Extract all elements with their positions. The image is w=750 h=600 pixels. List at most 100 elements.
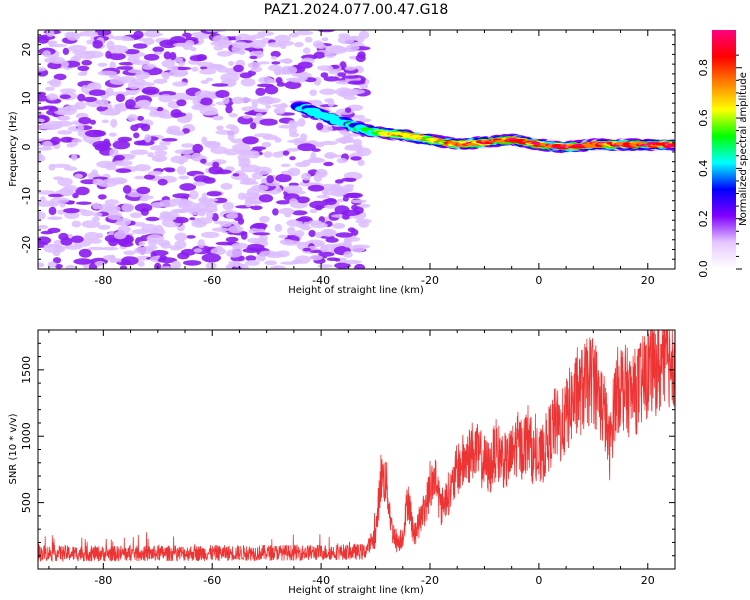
noise-blob (127, 114, 138, 122)
noise-blob (226, 249, 243, 258)
noise-blob (253, 108, 269, 113)
noise-blob (179, 183, 197, 191)
colorbar-tick-label: 0.0 (697, 260, 710, 278)
y-tick-label: 1000 (20, 422, 33, 450)
noise-blob (256, 83, 274, 88)
colorbar-label: Normalized spectral amplitude (738, 72, 749, 226)
noise-blob (282, 58, 293, 64)
noise-blob (261, 177, 268, 184)
noise-blob (122, 185, 132, 194)
noise-blob (280, 43, 287, 50)
noise-blob (280, 261, 299, 265)
noise-blob (53, 73, 67, 81)
noise-blob (133, 247, 153, 255)
noise-blob (89, 119, 96, 125)
x-tick-label: 0 (535, 274, 542, 287)
noise-blob (151, 154, 168, 162)
noise-blob (67, 45, 87, 52)
noise-blob (325, 237, 339, 243)
noise-blob (334, 258, 341, 262)
noise-blob (153, 78, 168, 84)
noise-blob (282, 150, 290, 156)
noise-blob (156, 106, 164, 112)
noise-blob (281, 66, 288, 75)
x-tick-label: -40 (312, 574, 330, 587)
noise-blob (72, 192, 79, 199)
noise-blob (345, 192, 363, 199)
noise-blob (274, 223, 283, 232)
noise-blob (265, 104, 272, 109)
noise-blob (259, 215, 270, 223)
noise-blob (115, 168, 132, 173)
noise-blob (288, 33, 299, 38)
noise-blob (173, 208, 185, 213)
noise-blob (320, 72, 329, 78)
noise-blob (335, 87, 353, 97)
noise-blob (40, 124, 61, 131)
noise-blob (344, 66, 357, 71)
noise-blob (210, 247, 227, 256)
noise-blob (192, 181, 206, 186)
noise-blob (337, 36, 355, 45)
noise-blob (309, 89, 318, 96)
noise-blob (55, 120, 73, 127)
noise-blob (49, 78, 62, 88)
noise-blob (336, 139, 355, 144)
noise-blob (132, 43, 148, 49)
noise-blob (48, 193, 64, 198)
noise-blob (278, 207, 295, 215)
noise-blob (46, 40, 58, 45)
noise-blob (192, 143, 204, 153)
noise-blob (344, 107, 352, 113)
noise-blob (343, 259, 362, 265)
noise-blob (347, 227, 356, 233)
noise-blob (130, 212, 143, 219)
noise-blob (266, 175, 274, 184)
noise-blob (246, 243, 265, 251)
noise-blob (222, 96, 230, 105)
noise-blob (324, 51, 336, 59)
noise-blob (200, 97, 213, 106)
noise-blob (60, 88, 77, 94)
noise-blob (97, 70, 118, 76)
noise-blob (42, 140, 53, 149)
noise-blob (293, 30, 314, 36)
spectrogram-x-axis-label: Height of straight line (km) (288, 285, 424, 296)
noise-blob (161, 59, 175, 68)
noise-blob (211, 227, 230, 232)
noise-blob (60, 237, 73, 246)
noise-blob (236, 149, 251, 156)
noise-blob (222, 201, 234, 211)
noise-blob (178, 202, 192, 207)
x-tick-label: -80 (94, 274, 112, 287)
noise-blob (225, 105, 233, 114)
noise-blob (252, 222, 268, 229)
noise-blob (239, 181, 259, 185)
noise-blob (295, 217, 311, 222)
x-tick-label: 20 (641, 274, 655, 287)
noise-blob (182, 128, 190, 134)
noise-blob (316, 122, 324, 131)
noise-blob (276, 200, 291, 205)
x-tick-label: -40 (312, 274, 330, 287)
noise-blob (40, 230, 54, 235)
snr-x-ticks: -80 -60 -40 -20 0 20 (48, 330, 676, 587)
noise-blob (134, 175, 147, 180)
noise-blob (275, 173, 292, 183)
colorbar: 0.0 0.2 0.4 0.6 0.8 Normalized spectral ampl… (697, 30, 749, 278)
noise-blob (57, 115, 71, 121)
noise-blob (80, 210, 94, 217)
noise-blob (347, 80, 366, 85)
noise-blob (252, 232, 271, 236)
noise-blob (81, 220, 101, 229)
noise-blob (119, 241, 134, 247)
noise-blob (237, 192, 246, 200)
noise-blob (47, 261, 57, 268)
noise-blob (172, 92, 190, 102)
noise-blob (182, 154, 192, 160)
noise-blob (225, 81, 236, 86)
noise-blob (358, 30, 370, 40)
noise-blob (308, 184, 325, 192)
colorbar-gradient (712, 30, 736, 269)
noise-blob (205, 262, 217, 269)
